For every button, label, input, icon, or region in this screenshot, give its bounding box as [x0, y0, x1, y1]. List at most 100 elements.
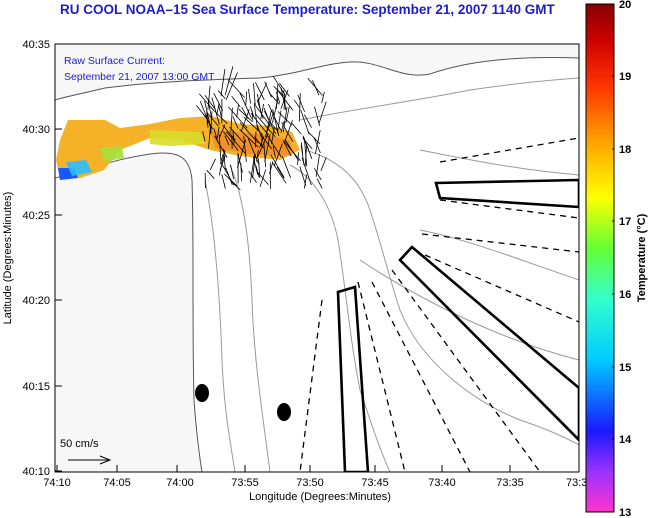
- land-west: [55, 152, 203, 472]
- current-vector: [253, 102, 259, 131]
- current-vector: [211, 97, 220, 125]
- map-title: RU COOL NOAA–15 Sea Surface Temperature:…: [60, 2, 555, 17]
- x-tick-label: 73:55: [231, 477, 259, 489]
- current-vector: [297, 152, 299, 166]
- current-vector: [316, 178, 323, 189]
- current-vector: [247, 138, 260, 166]
- current-vector: [315, 130, 321, 154]
- current-vector: [260, 134, 273, 150]
- current-vector: [271, 127, 275, 145]
- x-tick-label: 74:05: [103, 477, 131, 489]
- current-vector: [206, 111, 219, 127]
- current-vector: [227, 79, 245, 98]
- y-axis-label: Latitude (Degrees:Minutes): [2, 192, 14, 325]
- current-vector: [282, 106, 288, 133]
- current-vector: [218, 149, 226, 176]
- current-vector: [271, 162, 287, 184]
- current-vector: [321, 91, 325, 103]
- current-vector: [230, 164, 234, 180]
- colorbar-tick: 15: [619, 362, 631, 374]
- current-vector: [204, 95, 216, 109]
- current-vector: [224, 135, 230, 146]
- y-tick-label: 40:20: [22, 295, 50, 307]
- current-vector: [222, 124, 236, 141]
- current-vector: [304, 144, 307, 167]
- current-vector: [256, 133, 269, 159]
- current-vector: [216, 102, 220, 116]
- radar-lines: [299, 137, 579, 472]
- current-vector: [199, 100, 212, 129]
- current-vector: [260, 103, 264, 119]
- current-vector: [232, 182, 241, 191]
- current-vector: [285, 106, 290, 124]
- current-vector: [300, 109, 310, 135]
- current-vector: [248, 88, 251, 104]
- current-vector: [238, 108, 253, 123]
- current-vector: [282, 140, 292, 156]
- current-vector: [251, 110, 254, 121]
- current-vector: [304, 174, 308, 189]
- current-vector: [223, 131, 239, 151]
- current-vector: [233, 140, 247, 156]
- x-tick-label: 73:45: [361, 477, 389, 489]
- current-vector: [207, 85, 211, 110]
- y-tick-label: 40:30: [22, 124, 50, 136]
- colorbar-tick: 17: [619, 216, 631, 228]
- current-vector: [208, 124, 211, 149]
- current-vector: [236, 104, 239, 118]
- current-vector: [272, 76, 286, 96]
- current-vector: [221, 163, 235, 186]
- current-vector: [239, 92, 252, 119]
- colorbar-tick: 16: [619, 289, 631, 301]
- y-tick-label: 40:35: [22, 39, 50, 51]
- current-vector: [217, 90, 226, 99]
- current-vector: [213, 128, 219, 143]
- x-tick-label: 73:3: [566, 477, 587, 489]
- current-vector: [241, 107, 249, 119]
- current-vector: [300, 142, 304, 154]
- current-vector: [211, 108, 228, 125]
- current-vector: [255, 82, 265, 101]
- land-north: [55, 44, 579, 101]
- current-vector: [320, 157, 327, 172]
- current-vector: [243, 135, 247, 162]
- colorbar-tick: 14: [619, 434, 632, 446]
- scale-label: 50 cm/s: [60, 438, 99, 450]
- current-vector: [261, 133, 263, 146]
- current-vector: [198, 93, 214, 111]
- current-vector: [313, 167, 322, 181]
- current-vector: [210, 111, 213, 135]
- current-vector: [253, 83, 256, 106]
- current-vector: [293, 99, 301, 109]
- colorbar: [585, 3, 615, 513]
- current-vector: [256, 124, 262, 138]
- x-tick-label: 74:10: [43, 477, 71, 489]
- current-vector: [221, 174, 226, 189]
- current-vector: [313, 137, 321, 154]
- colorbar-tick: 19: [619, 71, 631, 83]
- current-vector: [300, 145, 305, 166]
- current-vector: [232, 116, 239, 129]
- current-vector: [303, 138, 308, 167]
- current-vector: [281, 156, 291, 178]
- current-vector: [237, 152, 243, 173]
- current-vector: [304, 114, 312, 128]
- tick-marks: [55, 43, 511, 472]
- y-tick-label: 40:25: [22, 210, 50, 222]
- current-vector: [255, 165, 260, 178]
- current-vector: [276, 89, 294, 111]
- current-vector: [273, 143, 283, 167]
- colorbar-tick: 18: [619, 144, 631, 156]
- buoy-marker: [195, 384, 209, 402]
- sst-patch: [56, 116, 300, 178]
- colorbar-label: Temperature (°C): [636, 213, 648, 302]
- current-vector: [307, 77, 323, 96]
- current-label-line1: Raw Surface Current:: [64, 55, 165, 67]
- current-vector: [269, 121, 279, 132]
- current-vector: [270, 154, 285, 178]
- current-vector: [272, 109, 280, 137]
- current-vector: [298, 93, 301, 122]
- current-vector: [280, 121, 285, 133]
- current-label-line2: September 21, 2007 13:00 GMT: [64, 71, 215, 83]
- current-vector: [314, 106, 320, 127]
